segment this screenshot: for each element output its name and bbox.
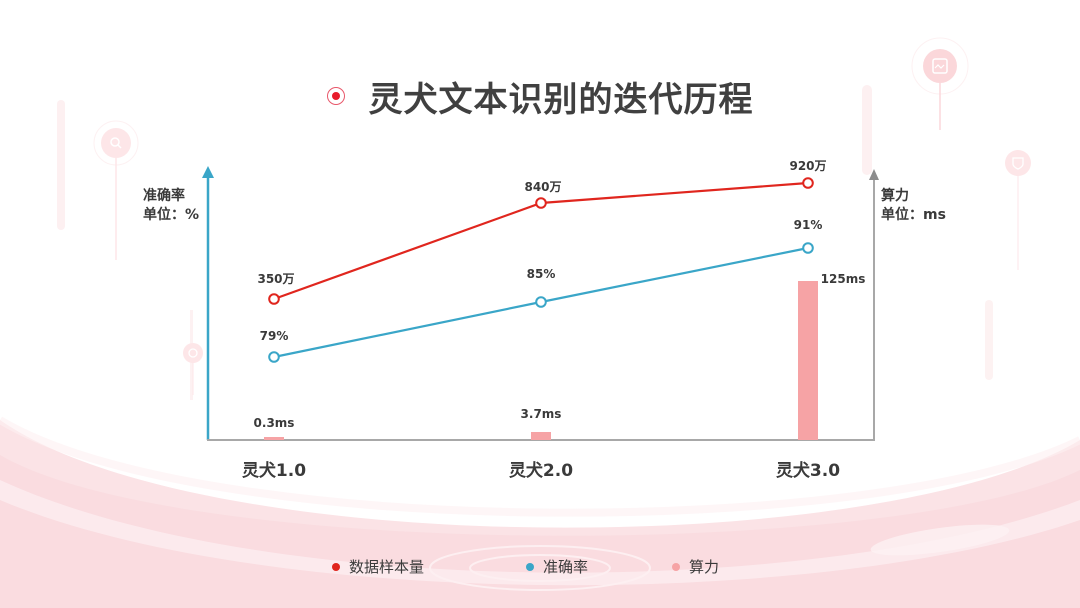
accuracy-point[interactable]	[535, 296, 547, 308]
accuracy-label: 79%	[259, 329, 289, 343]
right-axis-arrow-icon	[869, 169, 879, 180]
right-axis-title-line1: 算力	[881, 188, 909, 204]
legend-item-samples[interactable]: 数据样本量	[332, 556, 424, 577]
samples-point[interactable]	[268, 293, 280, 305]
samples-label: 920万	[789, 159, 827, 173]
right-axis-unit: 单位：ms	[881, 207, 946, 223]
compute-bar	[531, 432, 551, 440]
category-label: 灵犬3.0	[775, 461, 841, 481]
compute-label: 125ms	[820, 272, 866, 286]
legend-label: 数据样本量	[349, 558, 425, 576]
search-pin-icon	[93, 120, 139, 260]
category-label: 灵犬1.0	[241, 461, 307, 481]
accuracy-point[interactable]	[802, 242, 814, 254]
title-bar: 灵犬文本识别的迭代历程	[0, 68, 1080, 124]
samples-point[interactable]	[535, 197, 547, 209]
accuracy-label: 85%	[526, 267, 556, 281]
left-axis-unit: 单位：%	[143, 207, 200, 223]
category-label: 灵犬2.0	[508, 461, 574, 481]
title-bullet-icon	[326, 87, 345, 105]
compute-label: 3.7ms	[520, 407, 562, 421]
legend-item-compute[interactable]: 算力	[672, 556, 719, 577]
legend-label: 算力	[689, 558, 720, 576]
page-title: 灵犬文本识别的迭代历程	[368, 79, 754, 120]
legend-item-accuracy[interactable]: 准确率	[526, 556, 588, 577]
legend-label: 准确率	[543, 558, 589, 576]
compute-bar	[798, 281, 818, 440]
pink-dot-icon	[672, 562, 680, 571]
samples-label: 350万	[257, 272, 295, 286]
left-axis-title-line1: 准确率	[143, 188, 185, 204]
left-axis-arrow-icon	[202, 166, 214, 178]
left-axis-title: 准确率 单位：%	[143, 187, 199, 225]
compute-label: 0.3ms	[253, 416, 295, 430]
blue-dot-icon	[526, 562, 534, 571]
accuracy-point[interactable]	[268, 351, 280, 363]
image-pin-icon	[911, 37, 969, 130]
samples-label: 840万	[524, 180, 562, 194]
shield-pin-icon	[1005, 150, 1031, 270]
compute-bar	[264, 437, 284, 440]
accuracy-label: 91%	[793, 218, 823, 232]
samples-point[interactable]	[802, 177, 814, 189]
target-pin-icon	[183, 310, 203, 400]
chart-legend: 数据样本量 准确率 算力	[0, 556, 1080, 580]
right-axis-title: 算力 单位：ms	[881, 187, 946, 225]
red-dot-icon	[332, 562, 340, 571]
